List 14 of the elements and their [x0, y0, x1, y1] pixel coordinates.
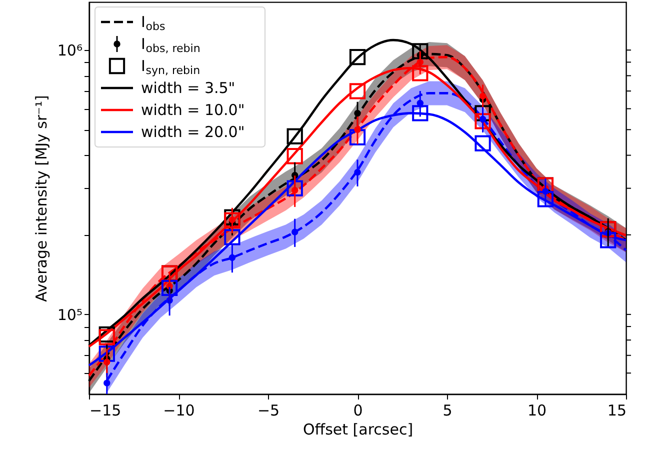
x-tick-label: 10 — [527, 402, 547, 420]
legend-label: width = 10.0" — [141, 101, 245, 119]
x-tick-label: 15 — [607, 402, 626, 420]
x-axis-title: Offset [arcsec] — [302, 420, 414, 438]
y-tick-label: 10⁵ — [57, 306, 82, 324]
x-tick-label: 0 — [353, 402, 363, 420]
y-tick-label: 10⁶ — [57, 42, 82, 60]
x-tick-label: −10 — [163, 402, 195, 420]
legend-label: width = 20.0" — [141, 123, 245, 141]
y-axis-title: Average intensity [MJy sr⁻¹] — [32, 95, 50, 302]
x-tick-label: −15 — [90, 402, 122, 420]
x-tick-label: 5 — [442, 402, 452, 420]
x-tick-label: −5 — [257, 402, 280, 420]
legend-label: width = 3.5" — [141, 79, 236, 97]
